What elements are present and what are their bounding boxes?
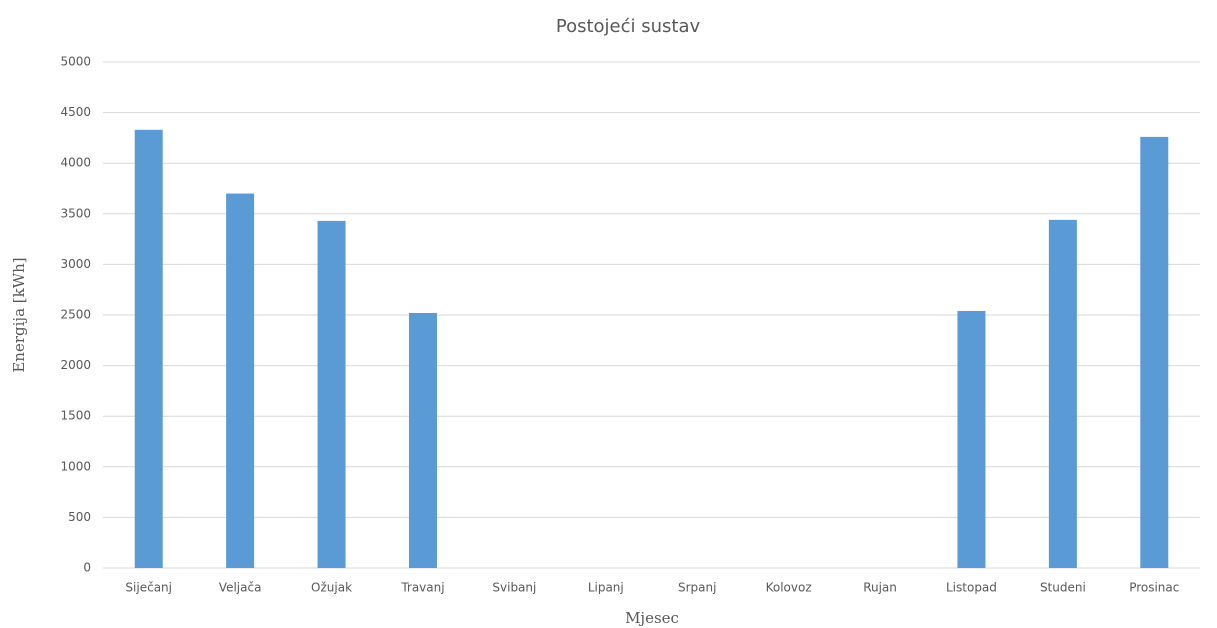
bar: [957, 310, 986, 568]
y-tick-label: 3500: [60, 206, 91, 220]
bar: [317, 220, 346, 568]
y-tick-label: 0: [83, 561, 91, 575]
y-tick-label: 1000: [60, 459, 91, 473]
bar: [226, 193, 255, 568]
x-tick-label: Rujan: [863, 581, 897, 595]
x-tick-label: Lipanj: [588, 581, 624, 595]
x-axis-label: Mjesec: [625, 609, 679, 627]
chart-title: Postojeći sustav: [556, 16, 701, 37]
y-tick-label: 2000: [60, 358, 91, 372]
y-axis-label: Energija [kWh]: [10, 257, 28, 372]
x-tick-label: Svibanj: [492, 581, 536, 595]
y-tick-label: 2500: [60, 308, 91, 322]
bar: [1140, 136, 1169, 568]
x-tick-label: Travanj: [400, 581, 444, 595]
bar: [408, 312, 437, 568]
x-tick-label: Veljača: [219, 581, 262, 595]
x-tick-label: Kolovoz: [766, 581, 812, 595]
y-tick-label: 5000: [60, 55, 91, 69]
x-tick-label: Siječanj: [125, 581, 172, 595]
y-tick-label: 1500: [60, 409, 91, 423]
x-tick-label: Listopad: [946, 581, 997, 595]
x-tick-label: Ožujak: [311, 581, 352, 595]
y-tick-label: 3000: [60, 257, 91, 271]
y-tick-label: 4000: [60, 156, 91, 170]
y-tick-label: 500: [68, 510, 91, 524]
x-tick-label: Prosinac: [1129, 581, 1179, 595]
x-tick-label: Studeni: [1040, 581, 1086, 595]
y-tick-label: 4500: [60, 105, 91, 119]
bar: [1048, 219, 1077, 568]
x-tick-label: Srpanj: [678, 581, 716, 595]
bar: [134, 129, 163, 568]
